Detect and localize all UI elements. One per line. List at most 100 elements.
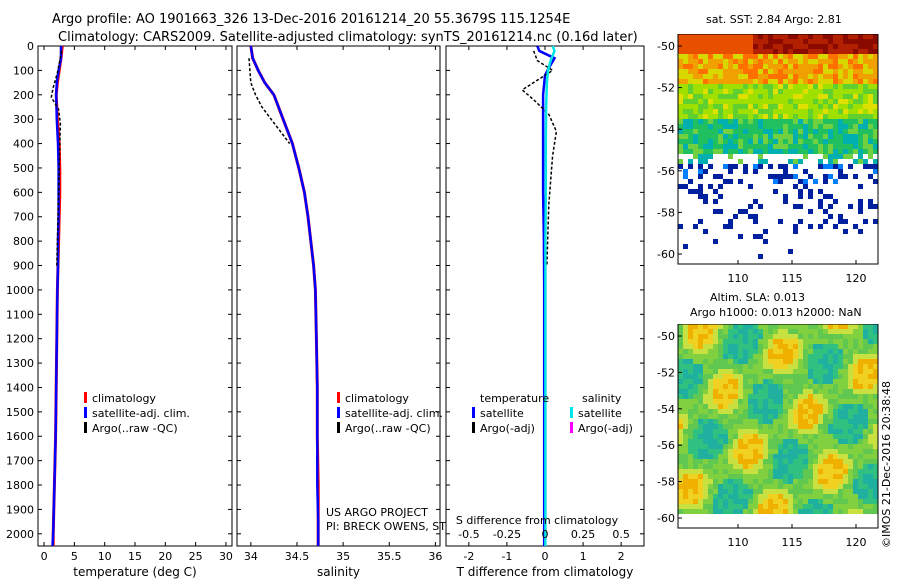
- sla-map-cell: [738, 474, 743, 479]
- sla-map-cell: [818, 494, 823, 499]
- sst-map-cell: [708, 144, 713, 149]
- sst-map-cell: [733, 54, 738, 59]
- sla-map-cell: [748, 384, 753, 389]
- sst-map-cell: [723, 34, 728, 39]
- sst-map-cell: [853, 49, 858, 54]
- sla-map-cell: [868, 504, 873, 509]
- sla-map-cell: [693, 359, 698, 364]
- sla-map-cell: [708, 504, 713, 509]
- sst-map-cell: [873, 164, 878, 169]
- sla-map-cell: [718, 399, 723, 404]
- sla-map-cell: [763, 479, 768, 484]
- sst-map-cell: [798, 109, 803, 114]
- legend-label: satellite: [480, 407, 524, 420]
- sst-map-cell: [803, 49, 808, 54]
- sst-map-cell: [733, 84, 738, 89]
- sla-map-cell: [838, 474, 843, 479]
- sla-map-cell: [843, 374, 848, 379]
- sla-map-cell: [693, 424, 698, 429]
- sla-map-cell: [873, 409, 878, 414]
- legend-label: salinity: [582, 392, 622, 405]
- sla-map-cell: [698, 484, 703, 489]
- sst-map-cell: [728, 114, 733, 119]
- sla-map-cell: [813, 369, 818, 374]
- sst-map-cell: [753, 99, 758, 104]
- sla-map-cell: [728, 444, 733, 449]
- sst-map-cell: [793, 124, 798, 129]
- sla-map-cell: [738, 464, 743, 469]
- sst-map-cell: [788, 69, 793, 74]
- sla-map-cell: [848, 354, 853, 359]
- sla-map-cell: [768, 474, 773, 479]
- sla-map-cell: [838, 484, 843, 489]
- sst-map-cell: [808, 69, 813, 74]
- imos-credit: ©IMOS 21-Dec-2016 20:38:48: [880, 381, 893, 548]
- sla-map-cell: [793, 509, 798, 514]
- sla-map-cell: [868, 334, 873, 339]
- sst-map-cell: [713, 149, 718, 154]
- sst-map-cell: [803, 34, 808, 39]
- sla-map-cell: [868, 434, 873, 439]
- sla-map-cell: [693, 414, 698, 419]
- sla-map-cell: [773, 344, 778, 349]
- sst-map-cell: [863, 144, 868, 149]
- sst-map-cell: [798, 219, 803, 224]
- sla-map-cell: [858, 434, 863, 439]
- sla-map-cell: [848, 404, 853, 409]
- sla-map-cell: [868, 394, 873, 399]
- sla-map-cell: [843, 499, 848, 504]
- sst-map-cell: [693, 109, 698, 114]
- sst-map-cell: [678, 104, 683, 109]
- sst-map-cell: [788, 174, 793, 179]
- sla-map-cell: [813, 424, 818, 429]
- sla-map-cell: [788, 419, 793, 424]
- sst-map-cell: [718, 209, 723, 214]
- sla-map-cell: [783, 364, 788, 369]
- sla-map-cell: [848, 384, 853, 389]
- sst-map-cell: [738, 59, 743, 64]
- sla-map-cell: [813, 419, 818, 424]
- sla-map-cell: [718, 414, 723, 419]
- sla-map-cell: [778, 434, 783, 439]
- sst-map-cell: [813, 149, 818, 154]
- sla-map-cell: [873, 354, 878, 359]
- sst-map-cell: [848, 204, 853, 209]
- sst-map-cell: [723, 84, 728, 89]
- sst-map-cell: [693, 54, 698, 59]
- sla-map-cell: [808, 329, 813, 334]
- sst-map-cell: [828, 89, 833, 94]
- sst-map-cell: [868, 59, 873, 64]
- sst-map-cell: [698, 74, 703, 79]
- sla-map-cell: [873, 379, 878, 384]
- sst-map-cell: [753, 214, 758, 219]
- sla-map-cell: [688, 464, 693, 469]
- sst-map-cell: [868, 139, 873, 144]
- sst-map-cell: [858, 79, 863, 84]
- sst-map-cell: [818, 114, 823, 119]
- sla-map-cell: [743, 324, 748, 329]
- sla-map-cell: [813, 329, 818, 334]
- sst-map-cell: [838, 129, 843, 134]
- sla-map-cell: [868, 354, 873, 359]
- sla-map-cell: [873, 344, 878, 349]
- sla-map-cell: [733, 369, 738, 374]
- sla-map-cell: [763, 324, 768, 329]
- sst-map-cell: [818, 54, 823, 59]
- sla-map-cell: [678, 369, 683, 374]
- sst-map-cell: [748, 119, 753, 124]
- sla-map-cell: [728, 374, 733, 379]
- y-tick-label: 1100: [6, 308, 34, 321]
- sst-map-cell: [793, 59, 798, 64]
- sst-map-cell: [793, 44, 798, 49]
- sla-map-cell: [863, 424, 868, 429]
- sst-map-cell: [773, 89, 778, 94]
- sla-map-cell: [683, 364, 688, 369]
- sla-map-cell: [858, 394, 863, 399]
- sst-map-cell: [823, 179, 828, 184]
- sla-map-cell: [823, 414, 828, 419]
- sla-map-cell: [683, 324, 688, 329]
- sla-map-cell: [708, 454, 713, 459]
- sst-map-cell: [678, 79, 683, 84]
- sst-map-cell: [868, 39, 873, 44]
- sla-map-cell: [783, 444, 788, 449]
